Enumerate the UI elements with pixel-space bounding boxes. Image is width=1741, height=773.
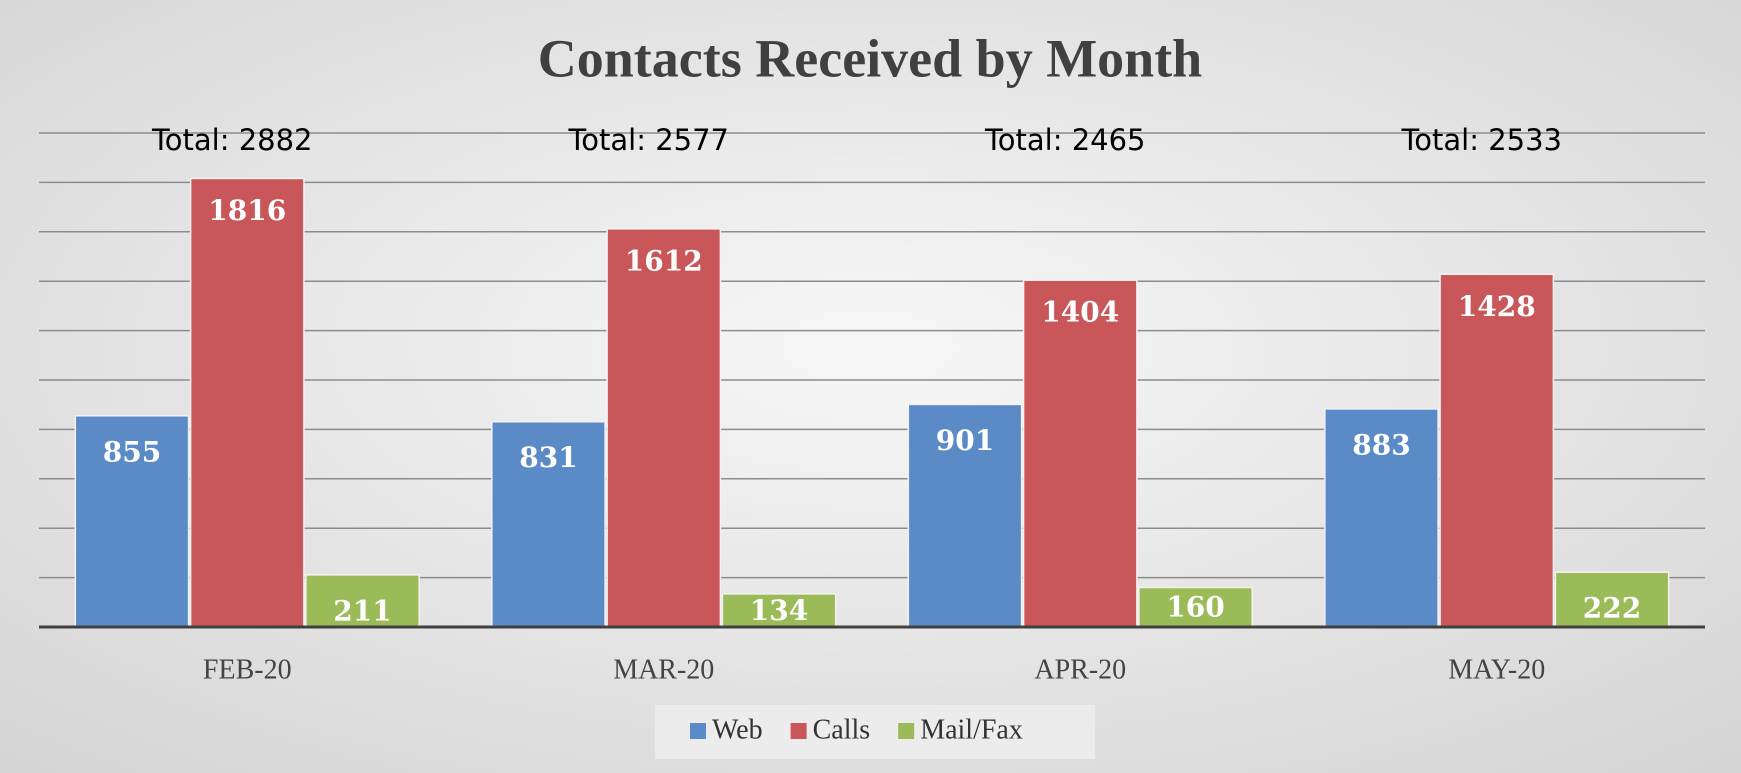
legend-swatch (690, 723, 706, 739)
value-label: 134 (750, 594, 808, 627)
legend-box (655, 705, 1095, 759)
bar (74, 415, 190, 628)
bar (907, 403, 1023, 628)
chart-title: Contacts Received by Month (538, 28, 1202, 88)
x-tick-label: MAR-20 (613, 654, 714, 685)
total-annotation: Total: 2577 (567, 123, 729, 157)
legend-swatch (898, 723, 915, 739)
legend-label: Calls (813, 714, 871, 745)
total-annotation: Total: 2882 (151, 123, 313, 157)
bar (1439, 273, 1555, 628)
value-label: 160 (1166, 591, 1224, 624)
value-label: 883 (1352, 428, 1410, 461)
bar (606, 228, 722, 628)
x-tick-label: MAY-20 (1448, 654, 1545, 685)
value-label: 1612 (625, 244, 703, 277)
value-label: 1404 (1041, 296, 1119, 329)
value-label: 1428 (1458, 290, 1536, 323)
legend-label: Web (712, 714, 763, 745)
bar (1138, 586, 1253, 628)
value-label: 211 (333, 594, 391, 627)
bar (721, 593, 837, 628)
x-tick-label: APR-20 (1034, 654, 1126, 685)
bar (1022, 279, 1138, 628)
x-tick-label: FEB-20 (203, 654, 292, 685)
total-annotation: Total: 2465 (984, 123, 1146, 157)
total-annotation: Total: 2533 (1400, 123, 1562, 157)
value-label: 222 (1583, 592, 1641, 625)
value-label: 831 (519, 441, 577, 474)
bar (189, 177, 305, 628)
value-label: 901 (936, 424, 994, 457)
legend-swatch (790, 723, 807, 739)
legend-label: Mail/Fax (920, 714, 1023, 745)
value-label: 855 (103, 435, 161, 468)
bar (1324, 408, 1439, 628)
value-label: 1816 (208, 194, 286, 227)
